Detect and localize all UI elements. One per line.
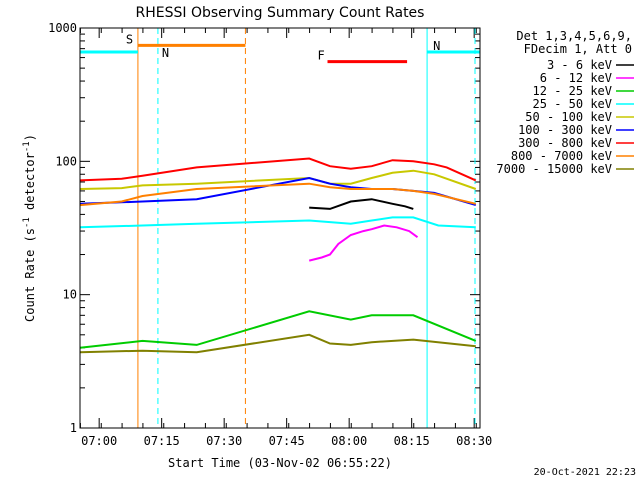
x-tick-label: 08:00 <box>331 434 367 448</box>
y-axis-label-a: Count Rate (s <box>23 228 37 322</box>
x-tick-label: 07:15 <box>144 434 180 448</box>
series-line <box>79 157 477 182</box>
legend-label: 300 - 800 keV <box>518 136 612 150</box>
timestamp: 20-Oct-2021 22:23 <box>534 467 636 478</box>
x-axis: 07:00 07:15 07:30 07:45 08:00 08:15 08:30 <box>79 28 492 448</box>
x-axis-label: Start Time (03-Nov-02 06:55:22) <box>168 456 392 470</box>
legend-label: 25 - 50 keV <box>533 97 612 111</box>
y-axis-label: Count Rate (s-1 detector-1) <box>22 134 37 322</box>
y-tick-label: 1 <box>70 421 77 435</box>
series-line <box>79 169 477 190</box>
legend-header-2: FDecim 1, Att 0 <box>524 42 632 56</box>
series-line <box>79 182 477 207</box>
legend-label: 50 - 100 keV <box>525 110 612 124</box>
legend-label: 3 - 6 keV <box>547 58 612 72</box>
flag-label: N <box>162 46 169 60</box>
series-line <box>309 198 414 210</box>
series-line <box>79 310 477 349</box>
y-axis: 1 10 100 1000 <box>48 21 480 435</box>
y-tick-label: 10 <box>63 288 77 302</box>
vertical-markers <box>137 28 476 428</box>
x-tick-label: 07:00 <box>81 434 117 448</box>
plot-frame <box>79 27 481 429</box>
y-axis-label-c: ) <box>23 134 37 141</box>
legend-label: 100 - 300 keV <box>518 123 612 137</box>
x-tick-label: 07:30 <box>206 434 242 448</box>
y-tick-label: 1000 <box>48 21 77 35</box>
series-line <box>308 224 419 262</box>
legend-header-1: Det 1,3,4,5,6,9, <box>516 29 632 43</box>
y-axis-label-sup1: -1 <box>22 217 32 228</box>
legend-label: 7000 - 15000 keV <box>496 162 612 176</box>
x-tick-label: 08:15 <box>394 434 430 448</box>
series-line <box>79 333 476 354</box>
legend-label: 800 - 7000 keV <box>511 149 612 163</box>
y-axis-label-sup2: -1 <box>22 141 32 152</box>
y-axis-label-b: detector <box>23 152 37 217</box>
series-lines <box>79 157 477 354</box>
x-tick-label: 07:45 <box>269 434 305 448</box>
series-line <box>79 216 476 229</box>
legend-label: 12 - 25 keV <box>533 84 612 98</box>
chart-title: RHESSI Observing Summary Count Rates <box>136 5 425 21</box>
flag-label: N <box>433 39 440 53</box>
legend-label: 6 - 12 keV <box>540 71 612 85</box>
flag-bars: S N N F <box>80 32 480 64</box>
flag-label: F <box>318 49 325 63</box>
y-tick-label: 100 <box>55 154 77 168</box>
flag-label: S <box>126 32 133 46</box>
x-tick-label: 08:30 <box>456 434 492 448</box>
legend: Det 1,3,4,5,6,9, FDecim 1, Att 0 3 - 6 k… <box>496 29 634 176</box>
